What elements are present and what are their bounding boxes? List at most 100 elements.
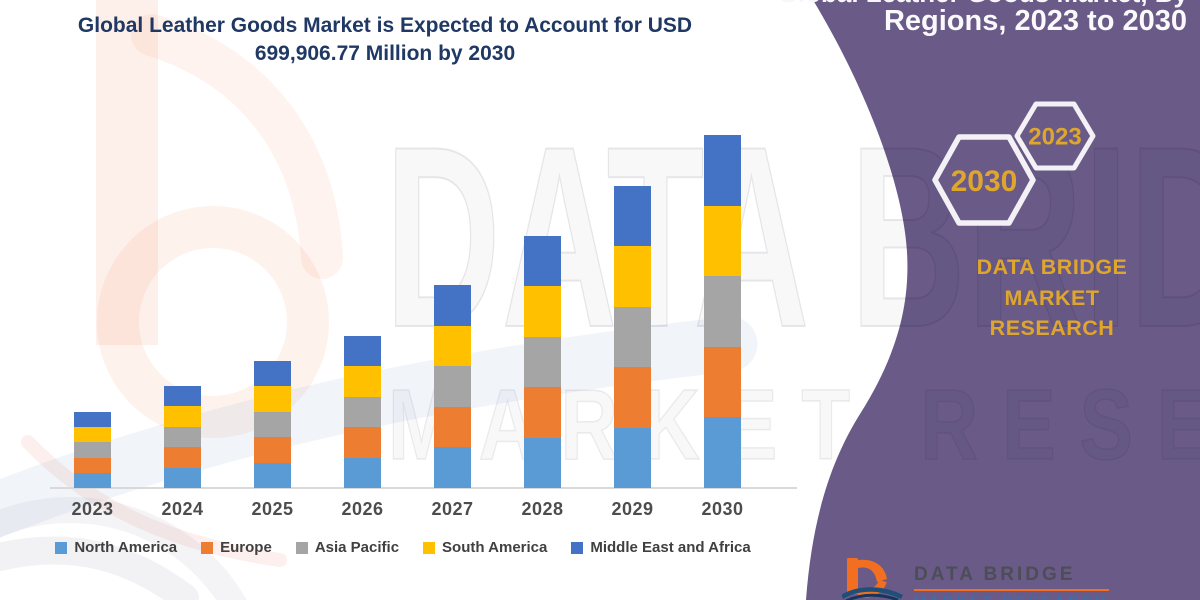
hexagon-2030-label: 2030 [951, 165, 1018, 198]
bar-2030-middle-east-and-africa-segment [704, 135, 741, 206]
legend-label: North America [74, 539, 178, 556]
bar-2028-south-america-segment [524, 286, 561, 337]
bar-2025-europe-segment [254, 437, 291, 463]
legend-label: Europe [220, 539, 272, 556]
bar-2027-north-america-segment [434, 447, 471, 488]
legend-item-south-america: South America [423, 539, 547, 556]
legend-swatch-icon [295, 541, 308, 554]
bar-2023-south-america-segment [74, 427, 111, 443]
bar-2024-north-america-segment [164, 467, 201, 488]
red-arc-watermark [21, 435, 287, 567]
x-axis-label-2024: 2024 [161, 499, 204, 519]
bar-2028 [524, 236, 561, 488]
legend-swatch-icon [55, 541, 68, 554]
bar-2026-europe-segment [344, 427, 381, 458]
brand-name-line1: DATA BRIDGE MARKET [976, 255, 1128, 310]
legend-item-middle-east-and-africa: Middle East and Africa [571, 539, 751, 556]
brand-name: DATA BRIDGE MARKET RESEARCH [928, 252, 1176, 344]
bar-2023-middle-east-and-africa-segment [74, 412, 111, 428]
x-axis-label-2026: 2026 [341, 499, 384, 519]
hexagon-2023: 2023 [1014, 101, 1096, 171]
bar-2030-south-america-segment [704, 205, 741, 277]
bar-2023-europe-segment [74, 457, 111, 473]
bar-2027-south-america-segment [434, 325, 471, 367]
brand-name-line2: RESEARCH [989, 316, 1115, 341]
bar-2025-asia-pacific-segment [254, 411, 291, 438]
hexagon-2030: 2030 [932, 134, 1036, 226]
x-axis-label-2028: 2028 [521, 499, 564, 519]
bar-2029-south-america-segment [614, 246, 651, 307]
footer-logo-text: DATA BRIDGE MARKET RESEARCH [914, 556, 1109, 600]
bar-2030-asia-pacific-segment [704, 276, 741, 347]
bar-2027-middle-east-and-africa-segment [434, 285, 471, 326]
bar-2029 [614, 186, 651, 488]
logo-hook-watermark [131, 14, 343, 279]
x-axis-label-2029: 2029 [611, 499, 654, 519]
bar-2029-europe-segment [614, 367, 651, 428]
bar-2028-middle-east-and-africa-segment [524, 236, 561, 287]
hexagon-2023-label: 2023 [1028, 124, 1081, 151]
bar-2030 [704, 135, 741, 488]
legend-swatch-icon [201, 541, 214, 554]
bar-2024 [164, 386, 201, 488]
corner-arc-watermark [0, 536, 199, 600]
bar-2028-asia-pacific-segment [524, 336, 561, 388]
x-axis-label-2023: 2023 [71, 499, 114, 519]
data-bridge-logo-icon [842, 558, 904, 600]
bar-2024-europe-segment [164, 447, 201, 468]
bar-2026-asia-pacific-segment [344, 396, 381, 428]
legend-label: Asia Pacific [314, 539, 400, 556]
bar-2028-europe-segment [524, 387, 561, 438]
bar-2024-middle-east-and-africa-segment [164, 386, 201, 407]
bar-2026-north-america-segment [344, 457, 381, 488]
chart-legend: North America Europe Asia Pacific South Ame… [28, 539, 778, 556]
panel-heading-cutoff: Global Leather Goods Market, By [778, 0, 1188, 9]
bar-2029-middle-east-and-africa-segment [614, 186, 651, 247]
bar-2029-asia-pacific-segment [614, 306, 651, 368]
legend-swatch-icon [571, 541, 584, 554]
bar-2025-middle-east-and-africa-segment [254, 361, 291, 387]
footer-logo: DATA BRIDGE MARKET RESEARCH [842, 556, 1109, 600]
corner-ring-watermark [0, 497, 247, 600]
x-axis-line [50, 487, 797, 489]
legend-item-north-america: North America [55, 539, 177, 556]
legend-label: South America [442, 539, 548, 556]
bar-2023 [74, 412, 111, 488]
footer-brand-subname: MARKET RESEARCH [914, 593, 1109, 600]
chart-title: Global Leather Goods Market is Expected … [60, 12, 710, 67]
logo-bowl-watermark [97, 206, 329, 438]
bar-2024-south-america-segment [164, 406, 201, 427]
legend-item-europe: Europe [201, 539, 272, 556]
bar-2026-south-america-segment [344, 366, 381, 397]
bar-2025-south-america-segment [254, 386, 291, 412]
bar-2023-asia-pacific-segment [74, 442, 111, 458]
x-axis-label-2030: 2030 [701, 499, 744, 519]
bar-2025-north-america-segment [254, 462, 291, 488]
bar-2029-north-america-segment [614, 427, 651, 488]
legend-swatch-icon [423, 541, 436, 554]
x-axis-label-2025: 2025 [251, 499, 294, 519]
bar-2030-europe-segment [704, 346, 741, 418]
bar-2024-asia-pacific-segment [164, 426, 201, 448]
bar-2023-north-america-segment [74, 472, 111, 488]
x-axis-label-2027: 2027 [431, 499, 474, 519]
bar-2030-north-america-segment [704, 417, 741, 488]
legend-label: Middle East and Africa [590, 539, 751, 556]
logo-stem-watermark [96, 0, 158, 345]
bar-2025 [254, 361, 291, 488]
footer-brand-name: DATA BRIDGE [914, 564, 1109, 591]
bar-2027-asia-pacific-segment [434, 366, 471, 407]
bridge-swoosh-watermark [0, 316, 758, 538]
bar-2027 [434, 285, 471, 488]
chart-title-line2: 699,906.77 Million by 2030 [254, 41, 516, 65]
chart-title-line1: Global Leather Goods Market is Expected … [77, 14, 693, 37]
bar-2026 [344, 336, 381, 488]
bar-2028-north-america-segment [524, 437, 561, 488]
bar-2027-europe-segment [434, 406, 471, 448]
panel-heading: Regions, 2023 to 2030 [883, 5, 1187, 37]
legend-item-asia-pacific: Asia Pacific [295, 539, 400, 556]
